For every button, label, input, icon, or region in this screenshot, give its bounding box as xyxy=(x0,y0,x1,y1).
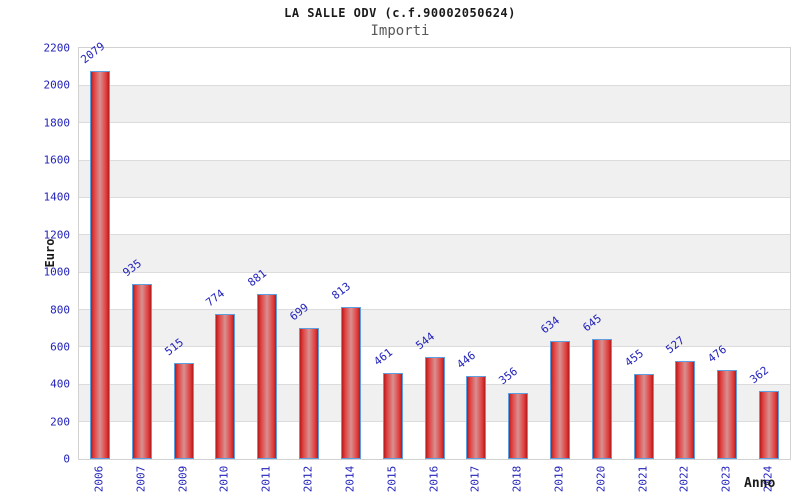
background-band xyxy=(79,48,790,86)
y-tick-label: 200 xyxy=(50,415,70,429)
x-tick-label: 2019 xyxy=(552,465,566,493)
bar-2024 xyxy=(759,391,780,459)
x-axis-title: Anno xyxy=(744,476,776,491)
y-tick-label: 1800 xyxy=(43,116,71,130)
bar-2009 xyxy=(173,362,194,459)
y-tick-label: 1000 xyxy=(43,265,71,279)
x-tick-label: 2023 xyxy=(719,465,733,493)
x-axis-ticks: 2006 2007 2009 2010 2011 2012 2014 2015 2016 2017… xyxy=(78,462,791,500)
bar-2017 xyxy=(466,375,487,459)
bar-2016 xyxy=(424,357,445,459)
bar-2015 xyxy=(382,372,403,459)
y-tick-label: 2200 xyxy=(43,41,71,55)
bar-2007 xyxy=(131,284,152,459)
gridline xyxy=(79,159,790,161)
gridline xyxy=(79,84,790,86)
x-tick-label: 2006 xyxy=(92,465,106,493)
background-band xyxy=(79,234,790,273)
x-tick-label: 2010 xyxy=(217,465,231,493)
x-tick-label: 2022 xyxy=(677,465,691,493)
gridline xyxy=(79,196,790,198)
bar-2018 xyxy=(508,392,529,459)
gridline xyxy=(79,309,790,311)
x-tick-label: 2016 xyxy=(427,465,440,493)
bar-2010 xyxy=(215,314,236,459)
bar-2006 xyxy=(89,70,110,459)
background-band xyxy=(79,197,790,235)
y-tick-label: 400 xyxy=(50,377,70,391)
x-tick-label: 2021 xyxy=(636,465,650,493)
y-tick-label: 0 xyxy=(63,452,70,466)
x-tick-label: 2015 xyxy=(385,465,399,493)
background-band xyxy=(79,122,790,161)
y-tick-label: 800 xyxy=(50,303,70,317)
chart-subtitle: Importi xyxy=(370,23,430,39)
y-axis-ticks: 0 200 400 600 800 1000 1200 1400 1600 1800 2000 220… xyxy=(0,42,71,466)
x-tick-label: 2017 xyxy=(468,465,482,493)
gridline xyxy=(79,271,790,273)
y-tick-label: 2000 xyxy=(43,78,71,92)
x-tick-label: 2009 xyxy=(176,465,190,493)
bar-2019 xyxy=(549,340,570,459)
gridline xyxy=(79,346,790,348)
gridline xyxy=(79,234,790,236)
x-tick-label: 2012 xyxy=(301,465,315,493)
gridline xyxy=(79,122,790,124)
y-tick-label: 1400 xyxy=(43,190,71,204)
x-tick-label: 2011 xyxy=(259,465,273,493)
background-band xyxy=(79,160,790,198)
x-tick-label: 2018 xyxy=(510,465,524,493)
x-tick-label: 2014 xyxy=(343,465,357,493)
bar-2011 xyxy=(257,294,278,459)
y-tick-label: 1200 xyxy=(43,228,71,242)
background-band xyxy=(79,85,790,123)
chart-title: LA SALLE ODV (c.f.90002050624) xyxy=(284,6,516,20)
bar-2022 xyxy=(675,360,696,459)
bar-2020 xyxy=(591,338,612,459)
bar-2012 xyxy=(299,328,320,459)
bar-2021 xyxy=(633,374,654,459)
background-band xyxy=(79,309,790,347)
background-band xyxy=(79,272,790,310)
x-tick-label: 2007 xyxy=(134,465,148,493)
bar-2023 xyxy=(717,370,738,459)
plot-area: 2079 935 515 774 881 699 813 461 544 446 356 634 645… xyxy=(78,39,791,460)
y-tick-label: 1600 xyxy=(43,153,71,167)
bar-2014 xyxy=(340,307,361,459)
y-tick-label: 600 xyxy=(50,340,70,354)
x-tick-label: 2020 xyxy=(594,465,608,493)
